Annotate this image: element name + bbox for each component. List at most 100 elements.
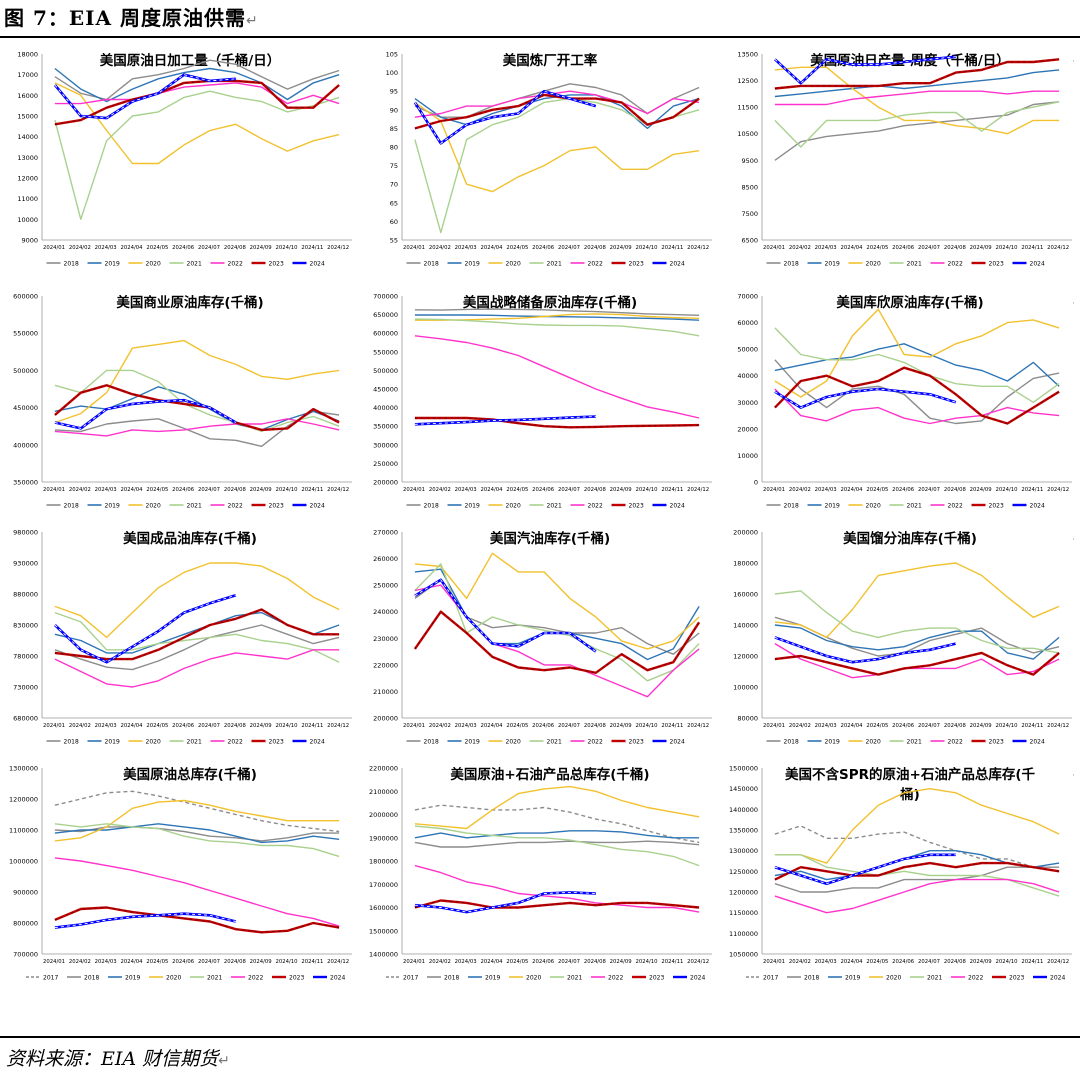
y-tick-label: 1000000 xyxy=(9,858,38,866)
series-line-2017 xyxy=(414,804,700,844)
legend-label: 2022 xyxy=(588,503,603,510)
x-tick-label: 2024/01 xyxy=(763,959,785,965)
x-tick-label: 2024/08 xyxy=(584,959,607,965)
y-tick-label: 700000 xyxy=(13,951,38,959)
x-tick-label: 2024/05 xyxy=(146,723,168,729)
x-tick-label: 2024/11 xyxy=(301,723,323,729)
series-line-2020 xyxy=(414,552,700,650)
legend-label: 2020 xyxy=(166,975,181,982)
series-line-2022 xyxy=(54,82,340,105)
x-tick-label: 2024/01 xyxy=(403,959,425,965)
y-tick-label: 1200000 xyxy=(729,889,758,897)
y-tick-label: 9500 xyxy=(741,157,758,165)
series-line-2021 xyxy=(774,101,1060,148)
series-line-2021 xyxy=(774,854,1060,897)
series-line-2018 xyxy=(414,840,700,848)
x-tick-label: 2024/11 xyxy=(661,245,683,251)
x-tick-label: 2024/02 xyxy=(429,959,451,965)
series-line-2021 xyxy=(774,590,1060,654)
x-tick-label: 2024/04 xyxy=(121,245,144,251)
series-line-2018 xyxy=(774,866,1060,893)
x-tick-label: 2024/01 xyxy=(403,723,425,729)
series-line-2018 xyxy=(414,308,700,316)
y-tick-label: 880000 xyxy=(13,591,38,599)
legend-label: 2018 xyxy=(64,739,79,746)
y-tick-label: 18000 xyxy=(17,51,38,59)
series-line-2018 xyxy=(774,101,1060,161)
y-tick-label: 1500000 xyxy=(729,765,758,773)
y-tick-label: 1900000 xyxy=(369,834,398,842)
y-tick-label: 140000 xyxy=(733,622,758,630)
x-tick-label: 2024/12 xyxy=(687,723,709,729)
series-line-2024-inner xyxy=(54,913,236,929)
x-tick-label: 2024/11 xyxy=(661,959,683,965)
y-tick-label: 250000 xyxy=(373,582,398,590)
series-line-2021 xyxy=(414,318,700,337)
series-line-2022 xyxy=(774,642,1060,679)
x-tick-label: 2024/04 xyxy=(481,723,504,729)
y-tick-label: 1800000 xyxy=(369,858,398,866)
y-tick-label: 780000 xyxy=(13,653,38,661)
y-tick-label: 1500000 xyxy=(369,927,398,935)
chart-panel: 美国炼厂开工率 105 100 95 90 85 80 75 70 65 60 55 2024/01 20… xyxy=(386,51,712,268)
series-line-2023 xyxy=(774,861,1060,881)
x-tick-label: 2024/03 xyxy=(95,723,117,729)
legend-label: 2020 xyxy=(866,503,881,510)
legend-label: 2022 xyxy=(948,261,963,268)
x-tick-label: 2024/07 xyxy=(558,487,580,493)
legend-label: 2017 xyxy=(763,975,778,982)
x-tick-label: 2024/04 xyxy=(481,959,504,965)
y-tick-label: 90 xyxy=(390,106,398,114)
y-tick-label: 160000 xyxy=(733,591,758,599)
legend-label: 2023 xyxy=(289,975,304,982)
x-tick-label: 2024/06 xyxy=(892,245,915,251)
y-tick-label: 60000 xyxy=(737,319,758,327)
legend-label: 2021 xyxy=(547,503,562,510)
series-line-2024 xyxy=(414,578,597,653)
x-tick-label: 2024/03 xyxy=(815,959,837,965)
legend-label: 2023 xyxy=(989,739,1004,746)
legend-label: 2022 xyxy=(228,739,243,746)
legend-label: 2018 xyxy=(784,261,799,268)
series-line-2021 xyxy=(774,327,1060,403)
x-tick-label: 2024/10 xyxy=(636,723,659,729)
x-tick-label: 2024/05 xyxy=(866,959,888,965)
x-tick-label: 2024/07 xyxy=(198,245,220,251)
series-line-2021 xyxy=(414,825,700,867)
x-tick-label: 2024/08 xyxy=(944,723,967,729)
x-tick-label: 2024/12 xyxy=(687,487,709,493)
x-tick-label: 2024/11 xyxy=(661,723,683,729)
legend-label: 2022 xyxy=(248,975,263,982)
legend-label: 2020 xyxy=(506,739,521,746)
series-line-2018 xyxy=(54,826,340,842)
x-tick-label: 2024/05 xyxy=(506,959,528,965)
x-tick-label: 2024/04 xyxy=(481,487,504,493)
legend-label: 2019 xyxy=(105,503,120,510)
y-tick-label: 2100000 xyxy=(369,788,398,796)
x-tick-label: 2024/02 xyxy=(69,245,91,251)
x-tick-label: 2024/07 xyxy=(198,487,220,493)
x-tick-label: 2024/02 xyxy=(789,723,811,729)
x-tick-label: 2024/04 xyxy=(121,723,144,729)
bottom-rule xyxy=(0,1036,1080,1038)
y-tick-label: 1100000 xyxy=(9,827,38,835)
y-tick-label: 830000 xyxy=(13,622,38,630)
series-line-2018 xyxy=(774,359,1060,425)
x-tick-label: 2024/04 xyxy=(121,959,144,965)
x-tick-label: 2024/07 xyxy=(558,245,580,251)
legend-label: 2023 xyxy=(629,503,644,510)
legend-label: 2019 xyxy=(465,261,480,268)
legend-label: 2021 xyxy=(187,261,202,268)
y-tick-label: 6500 xyxy=(741,237,758,245)
chart-title: 美国汽油库存(千桶) xyxy=(490,530,610,547)
x-tick-label: 2024/11 xyxy=(1021,723,1043,729)
x-tick-label: 2024/11 xyxy=(1021,487,1043,493)
series-line-2019 xyxy=(414,830,700,839)
series-line-2022 xyxy=(774,90,1060,106)
y-tick-label: 1700000 xyxy=(369,881,398,889)
x-tick-label: 2024/01 xyxy=(403,245,425,251)
y-tick-label: 930000 xyxy=(13,560,38,568)
y-tick-label: 100000 xyxy=(733,684,758,692)
y-tick-label: 0 xyxy=(754,479,758,487)
x-tick-label: 2024/05 xyxy=(506,245,528,251)
